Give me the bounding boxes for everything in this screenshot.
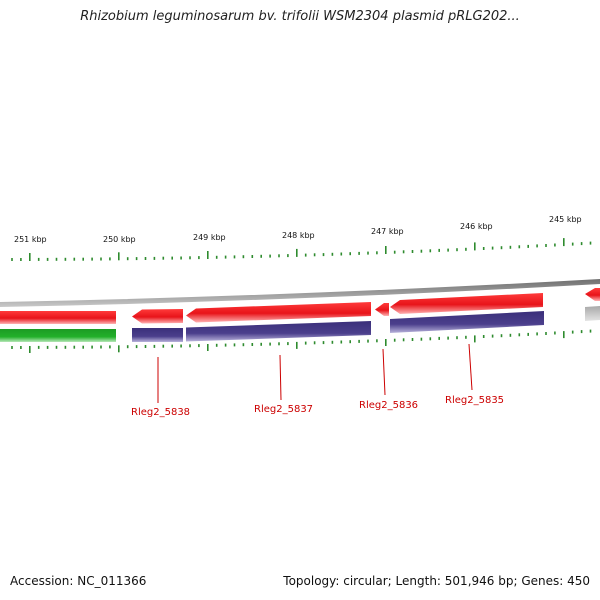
upper-tick-marks (11, 238, 592, 261)
feature-arrow-left-end (0, 311, 116, 324)
kbp-scale-labels: 251 kbp 250 kbp 249 kbp 248 kbp 247 kbp … (14, 215, 582, 244)
kbp-label-248: 248 kbp (282, 231, 315, 240)
feature-arrow-right-end (585, 288, 600, 301)
gene-label-leaders (157, 343, 473, 403)
feature-arrow-rleg2-5835 (390, 293, 543, 314)
kbp-label-249: 249 kbp (193, 233, 226, 242)
grey-bar-right (585, 306, 600, 321)
cds-bar-rleg2-5838 (132, 328, 183, 342)
kbp-label-251: 251 kbp (14, 235, 47, 244)
leader-rleg2-5835 (468, 343, 473, 391)
cds-bar-rleg2-5835 (390, 311, 544, 333)
gene-label-rleg2-5838: Rleg2_5838 (131, 407, 190, 418)
feature-arrow-rleg2-5838 (132, 309, 183, 324)
plasmid-backbone (0, 279, 600, 307)
kbp-label-246: 246 kbp (460, 222, 493, 231)
topology-summary: Topology: circular; Length: 501,946 bp; … (283, 574, 590, 588)
leader-rleg2-5836 (382, 348, 386, 396)
feature-arrow-rleg2-5837 (186, 302, 371, 323)
kbp-label-250: 250 kbp (103, 235, 136, 244)
feature-track-red (0, 288, 600, 324)
kbp-label-247: 247 kbp (371, 227, 404, 236)
gene-labels: Rleg2_5838 Rleg2_5837 Rleg2_5836 Rleg2_5… (131, 395, 504, 418)
feature-arrow-rleg2-5836 (375, 303, 389, 316)
gene-label-rleg2-5836: Rleg2_5836 (359, 400, 418, 411)
feature-track-cds (0, 306, 600, 342)
green-bar-left (0, 329, 116, 342)
leader-rleg2-5837 (279, 354, 282, 401)
kbp-label-245: 245 kbp (549, 215, 582, 224)
gene-label-rleg2-5837: Rleg2_5837 (254, 404, 313, 415)
gene-label-rleg2-5835: Rleg2_5835 (445, 395, 504, 406)
cds-bar-rleg2-5837 (186, 321, 371, 342)
lower-tick-marks (11, 329, 592, 353)
accession-text: Accession: NC_011366 (10, 574, 147, 588)
plasmid-title: Rhizobium leguminosarum bv. trifolii WSM… (80, 9, 520, 24)
